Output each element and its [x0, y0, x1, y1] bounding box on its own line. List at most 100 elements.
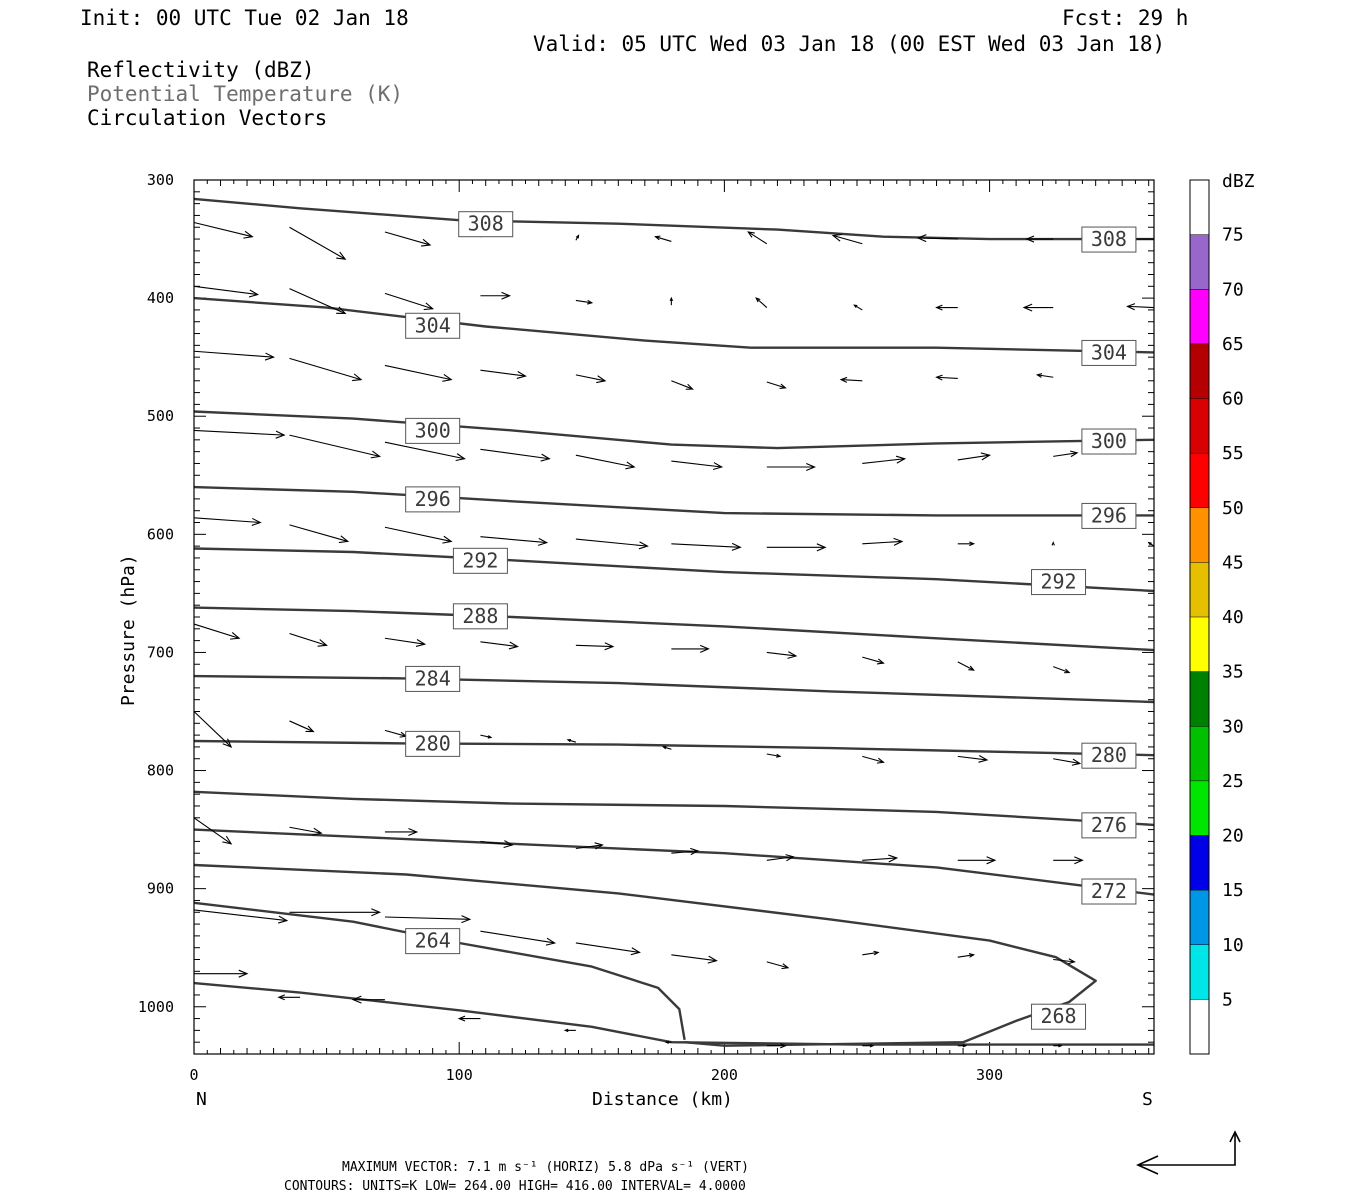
circulation-vector — [957, 755, 989, 763]
circulation-vector — [575, 299, 594, 305]
vector-head — [895, 455, 907, 464]
circulation-vector — [1025, 235, 1054, 243]
vector-shaft — [480, 448, 550, 460]
circulation-vector — [193, 817, 233, 845]
contour-label-272: 272 — [1091, 879, 1127, 903]
vector-shaft — [289, 524, 348, 542]
theta-contour-296 — [193, 485, 1154, 517]
contour-label-box — [458, 211, 514, 238]
vector-shaft — [289, 288, 346, 314]
colorbar-level-label: 70 — [1222, 279, 1244, 300]
vector-shaft — [193, 517, 261, 524]
circulation-vector — [289, 357, 363, 382]
contour-label-box — [1081, 428, 1137, 455]
circulation-vector — [654, 235, 672, 242]
colorbar-level-label: 25 — [1222, 771, 1244, 792]
vector-head — [747, 231, 755, 238]
circulation-vector — [669, 296, 674, 306]
vector-head — [630, 947, 641, 956]
circulation-vector — [575, 234, 580, 241]
vector-head — [370, 450, 382, 459]
colorbar-level-label: 55 — [1222, 443, 1244, 464]
vector-head — [962, 1044, 968, 1048]
vector-shaft — [480, 840, 513, 846]
colorbar-segment — [1190, 453, 1209, 508]
circulation-vector — [747, 231, 768, 245]
vector-head — [638, 541, 649, 550]
circulation-vector — [1147, 541, 1155, 547]
vector-shaft — [862, 540, 903, 545]
contour-label-288: 288 — [462, 604, 498, 628]
contour-label-292: 292 — [1040, 570, 1076, 594]
x-axis-end-north: N — [196, 1089, 207, 1110]
vector-shaft — [862, 951, 879, 956]
vector-shaft — [862, 656, 884, 664]
circulation-vector — [957, 953, 976, 958]
colorbar-level-label: 15 — [1222, 880, 1244, 901]
vector-head — [537, 537, 549, 546]
vector-head — [816, 543, 827, 552]
vector-head — [503, 840, 514, 849]
vector-head — [986, 856, 997, 865]
vector-shaft — [1053, 958, 1075, 963]
field-potential-temperature: Potential Temperature (K) — [87, 82, 403, 106]
circulation-vector — [957, 856, 997, 865]
contour-label-box — [405, 417, 461, 444]
circulation-vector — [457, 1015, 481, 1022]
colorbar-segment — [1190, 562, 1209, 617]
vector-head — [1068, 958, 1076, 965]
vector-head — [222, 738, 233, 748]
vector-head — [1071, 758, 1082, 766]
vector-head — [248, 289, 260, 298]
vector-shaft — [862, 857, 897, 861]
vector-head — [755, 297, 761, 303]
vector-head — [1035, 373, 1043, 378]
contour-label-box — [1081, 339, 1137, 366]
vector-shaft — [854, 304, 863, 311]
vector-head — [893, 537, 904, 546]
vector-head — [317, 639, 328, 647]
circulation-vector — [193, 623, 241, 640]
vector-head — [1069, 450, 1079, 458]
vector-shaft — [747, 231, 768, 245]
vector-head — [968, 953, 976, 958]
circulation-vector — [664, 1040, 672, 1044]
circulation-vector — [193, 429, 286, 439]
circulation-vector — [862, 755, 885, 764]
vector-shaft — [671, 543, 741, 548]
circulation-vector — [1051, 541, 1055, 546]
vector-head — [662, 746, 667, 750]
vector-head — [1074, 856, 1084, 865]
vector-shaft — [671, 850, 698, 854]
vector-shaft — [917, 237, 958, 240]
vector-shaft — [193, 817, 232, 845]
vector-head — [1058, 1044, 1063, 1048]
colorbar-level-label: 20 — [1222, 826, 1244, 847]
vector-head — [566, 738, 571, 743]
circulation-vector — [384, 231, 432, 247]
vector-head — [876, 658, 885, 665]
footer-max-vector: MAXIMUM VECTOR: 7.1 m s⁻¹ (HORIZ) 5.8 dP… — [342, 1160, 749, 1175]
circulation-vector — [384, 827, 419, 836]
vector-shaft — [671, 954, 717, 962]
vector-head — [781, 963, 790, 970]
y-tick-label: 300 — [147, 171, 174, 189]
circulation-vector — [566, 738, 577, 743]
colorbar-segment — [1190, 726, 1209, 781]
vector-head — [338, 535, 350, 544]
vector-shaft — [289, 720, 314, 733]
vector-head — [312, 827, 323, 836]
circulation-vector — [957, 541, 976, 547]
vector-shaft — [480, 369, 526, 377]
vector-shaft — [384, 364, 452, 381]
contour-label-box — [1031, 569, 1087, 596]
circulation-vector — [862, 854, 899, 863]
contour-label-box — [452, 547, 508, 574]
colorbar-level-label: 60 — [1222, 389, 1244, 410]
circulation-vector — [1053, 758, 1082, 766]
contour-label-292: 292 — [462, 548, 498, 572]
vector-head — [888, 854, 899, 863]
circulation-vector — [384, 526, 453, 544]
vector-shaft — [766, 381, 786, 389]
circulation-vector — [193, 350, 275, 361]
